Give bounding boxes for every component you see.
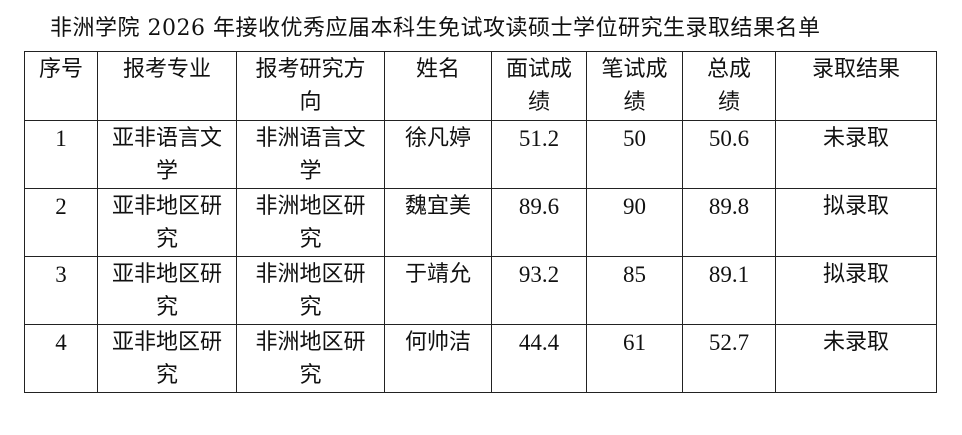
- cell-research-direction: 非洲地区研究: [236, 324, 385, 393]
- cell-index: 4: [24, 324, 98, 393]
- cell-written-score: 50: [586, 120, 683, 189]
- cell-research-direction: 非洲语言文学: [236, 120, 385, 189]
- cell-index: 2: [24, 188, 98, 257]
- cell-research-direction: 非洲地区研究: [236, 256, 385, 325]
- cell-total-score: 50.6: [682, 120, 776, 189]
- cell-result: 拟录取: [775, 256, 937, 325]
- cell-written-score: 61: [586, 324, 683, 393]
- admission-results-table: 序号 报考专业 报考研究方向 姓名 面试成绩 笔试成绩 总成绩 录取结果 1 亚非…: [24, 51, 937, 393]
- document-title: 非洲学院 2026 年接收优秀应届本科生免试攻读硕士学位研究生录取结果名单: [50, 16, 821, 41]
- header-total-score: 总成绩: [682, 51, 776, 121]
- cell-major: 亚非地区研究: [97, 256, 237, 325]
- cell-name: 于靖允: [384, 256, 492, 325]
- header-written-score: 笔试成绩: [586, 51, 683, 121]
- table-row: 1 亚非语言文学 非洲语言文学 徐凡婷 51.2 50 50.6 未录取: [24, 120, 937, 189]
- header-result: 录取结果: [775, 51, 937, 121]
- cell-interview-score: 89.6: [491, 188, 587, 257]
- cell-name: 魏宜美: [384, 188, 492, 257]
- table-row: 4 亚非地区研究 非洲地区研究 何帅洁 44.4 61 52.7 未录取: [24, 324, 937, 393]
- cell-interview-score: 93.2: [491, 256, 587, 325]
- header-major: 报考专业: [97, 51, 237, 121]
- header-interview-score: 面试成绩: [491, 51, 587, 121]
- cell-result: 未录取: [775, 120, 937, 189]
- table-row: 2 亚非地区研究 非洲地区研究 魏宜美 89.6 90 89.8 拟录取: [24, 188, 937, 257]
- cell-interview-score: 51.2: [491, 120, 587, 189]
- cell-total-score: 89.8: [682, 188, 776, 257]
- cell-index: 1: [24, 120, 98, 189]
- cell-index: 3: [24, 256, 98, 325]
- cell-name: 何帅洁: [384, 324, 492, 393]
- cell-written-score: 90: [586, 188, 683, 257]
- header-name: 姓名: [384, 51, 492, 121]
- cell-total-score: 52.7: [682, 324, 776, 393]
- cell-major: 亚非地区研究: [97, 188, 237, 257]
- cell-result: 未录取: [775, 324, 937, 393]
- header-row: 序号 报考专业 报考研究方向 姓名 面试成绩 笔试成绩 总成绩 录取结果: [24, 51, 937, 121]
- cell-written-score: 85: [586, 256, 683, 325]
- cell-total-score: 89.1: [682, 256, 776, 325]
- table-row: 3 亚非地区研究 非洲地区研究 于靖允 93.2 85 89.1 拟录取: [24, 256, 937, 325]
- header-index: 序号: [24, 51, 98, 121]
- cell-name: 徐凡婷: [384, 120, 492, 189]
- cell-research-direction: 非洲地区研究: [236, 188, 385, 257]
- cell-interview-score: 44.4: [491, 324, 587, 393]
- header-research-direction: 报考研究方向: [236, 51, 385, 121]
- cell-result: 拟录取: [775, 188, 937, 257]
- cell-major: 亚非语言文学: [97, 120, 237, 189]
- cell-major: 亚非地区研究: [97, 324, 237, 393]
